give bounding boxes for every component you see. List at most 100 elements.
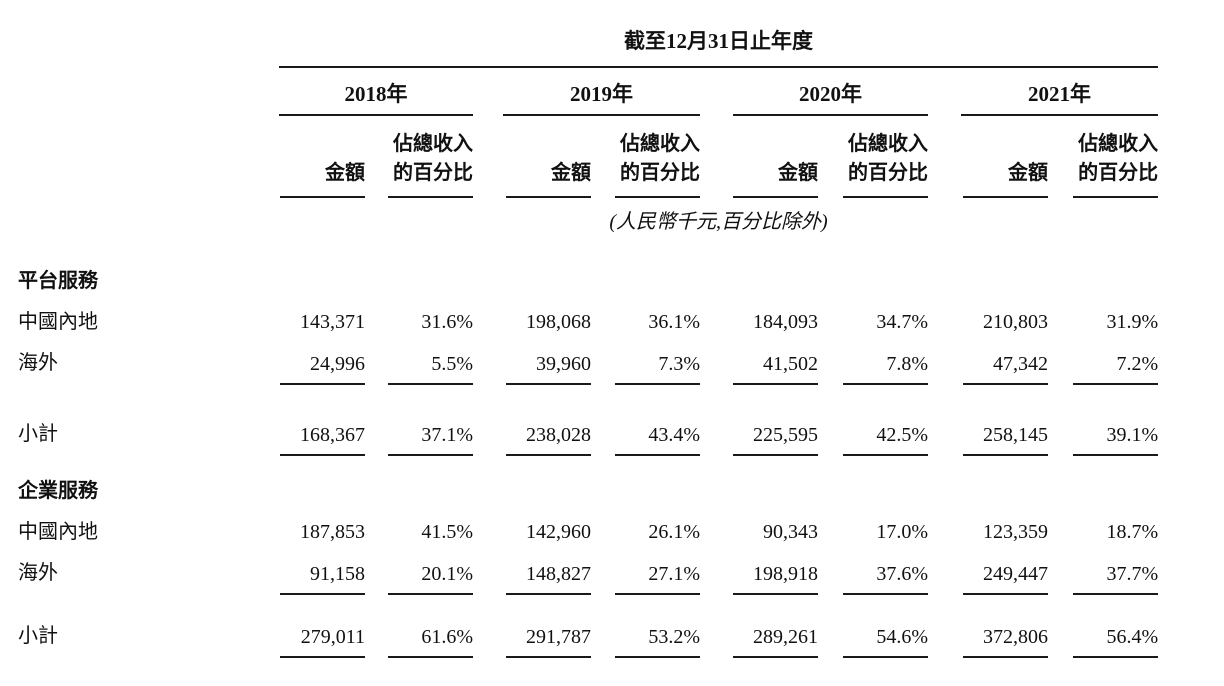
amount-column-header-2021: 金額 [963, 159, 1048, 198]
pct-cell: 31.6% [421, 311, 473, 333]
pct-cell: 43.4% [591, 415, 700, 456]
column-gap [928, 115, 961, 198]
amount-cell: 289,261 [733, 617, 818, 658]
column-gap [700, 115, 733, 198]
row-label: 小計 [18, 625, 58, 647]
section-header-platform-services: 平台服務 [18, 262, 1158, 303]
spacer-row [18, 385, 1158, 415]
amount-cell: 47,342 [961, 344, 1048, 385]
year-header-2018: 2018年 [279, 67, 473, 116]
column-gap [700, 513, 733, 554]
row-enterprise-mainland-china: 中國內地 187,853 41.5% 142,960 26.1% 90,343 … [18, 513, 1158, 554]
amount-cell: 279,011 [279, 617, 365, 658]
amount-cell: 372,806 [961, 617, 1048, 658]
column-gap [473, 67, 503, 115]
pct-cell: 42.5% [818, 415, 928, 456]
note-spacer [18, 198, 279, 236]
column-gap [928, 415, 961, 456]
pct-cell: 36.1% [648, 311, 700, 333]
amount-cell: 41,502 [733, 344, 818, 385]
pct-column-header-2018: 佔總收入 的百分比 [388, 130, 473, 198]
year-header-2020: 2020年 [733, 67, 928, 116]
table-title-row: 截至12月31日止年度 [18, 28, 1159, 68]
row-enterprise-subtotal: 小計 279,011 61.6% 291,787 53.2% 289,261 5… [18, 617, 1159, 658]
amount-column-header-2020: 金額 [733, 159, 818, 198]
pct-cell: 53.2% [591, 617, 700, 658]
pct-cell: 18.7% [1106, 521, 1159, 543]
row-platform-subtotal: 小計 168,367 37.1% 238,028 43.4% 225,595 4… [18, 415, 1159, 456]
amount-cell: 291,787 [503, 617, 591, 658]
table-title: 截至12月31日止年度 [279, 28, 1159, 68]
column-gap [700, 554, 733, 595]
revenue-breakdown-table: 截至12月31日止年度 2018年 2019年 2020年 2021年 金額 佔… [18, 28, 1159, 658]
pct-cell: 37.7% [1048, 554, 1159, 595]
pct-header-line1: 佔總收入 [620, 133, 700, 155]
pct-cell: 26.1% [648, 521, 700, 543]
column-gap [473, 513, 503, 554]
column-gap [928, 617, 961, 658]
column-gap [473, 415, 503, 456]
row-platform-mainland-china: 中國內地 143,371 31.6% 198,068 36.1% 184,093… [18, 303, 1158, 344]
pct-cell: 34.7% [876, 311, 928, 333]
row-label: 海外 [18, 562, 58, 584]
pct-header-line1: 佔總收入 [1078, 133, 1159, 155]
subheader-spacer [18, 115, 279, 198]
column-gap [928, 344, 961, 385]
amount-cell: 143,371 [300, 311, 365, 333]
pct-cell: 54.6% [818, 617, 928, 658]
pct-header-line2: 的百分比 [620, 162, 700, 184]
pct-column-header-2020: 佔總收入 的百分比 [843, 130, 928, 198]
column-gap [473, 344, 503, 385]
amount-cell: 210,803 [983, 311, 1048, 333]
column-gap [473, 554, 503, 595]
amount-cell: 142,960 [526, 521, 591, 543]
row-label: 小計 [18, 423, 58, 445]
pct-cell: 41.5% [421, 521, 473, 543]
section-header-enterprise-services: 企業服務 [18, 472, 1158, 513]
amount-column-header-2018: 金額 [280, 159, 365, 198]
year-header-row: 2018年 2019年 2020年 2021年 [18, 67, 1159, 116]
amount-cell: 148,827 [503, 554, 591, 595]
column-gap [700, 67, 733, 115]
row-label: 海外 [18, 352, 58, 374]
column-gap [473, 617, 503, 658]
pct-cell: 27.1% [591, 554, 700, 595]
amount-cell: 184,093 [753, 311, 818, 333]
amount-cell: 39,960 [503, 344, 591, 385]
row-platform-overseas: 海外 24,996 5.5% 39,960 7.3% 41,502 7.8% 4… [18, 344, 1159, 385]
column-gap [928, 554, 961, 595]
column-gap [700, 303, 733, 344]
spacer-row [18, 595, 1158, 617]
amount-cell: 198,068 [526, 311, 591, 333]
pct-header-line2: 的百分比 [393, 162, 473, 184]
column-gap [473, 115, 503, 198]
year-header-2021: 2021年 [961, 67, 1159, 116]
amount-cell: 238,028 [503, 415, 591, 456]
pct-cell: 5.5% [365, 344, 473, 385]
pct-header-line1: 佔總收入 [393, 133, 473, 155]
amount-cell: 91,158 [279, 554, 365, 595]
pct-cell: 7.8% [818, 344, 928, 385]
amount-cell: 168,367 [279, 415, 365, 456]
pct-header-line1: 佔總收入 [848, 133, 928, 155]
pct-cell: 56.4% [1048, 617, 1159, 658]
column-gap [700, 415, 733, 456]
amount-cell: 24,996 [279, 344, 365, 385]
pct-cell: 7.3% [591, 344, 700, 385]
column-gap [700, 344, 733, 385]
row-label: 中國內地 [18, 521, 98, 543]
year-header-2019: 2019年 [503, 67, 700, 116]
amount-cell: 123,359 [983, 521, 1048, 543]
pct-header-line2: 的百分比 [848, 162, 928, 184]
amount-column-header-2019: 金額 [506, 159, 591, 198]
amount-cell: 90,343 [763, 521, 818, 543]
pct-cell: 17.0% [876, 521, 928, 543]
pct-column-header-2019: 佔總收入 的百分比 [615, 130, 700, 198]
row-label: 中國內地 [18, 311, 98, 333]
pct-cell: 37.6% [818, 554, 928, 595]
currency-note: (人民幣千元,百分比除外) [609, 211, 828, 233]
pct-column-header-2021: 佔總收入 的百分比 [1073, 130, 1159, 198]
pct-cell: 31.9% [1106, 311, 1159, 333]
pct-cell: 37.1% [365, 415, 473, 456]
